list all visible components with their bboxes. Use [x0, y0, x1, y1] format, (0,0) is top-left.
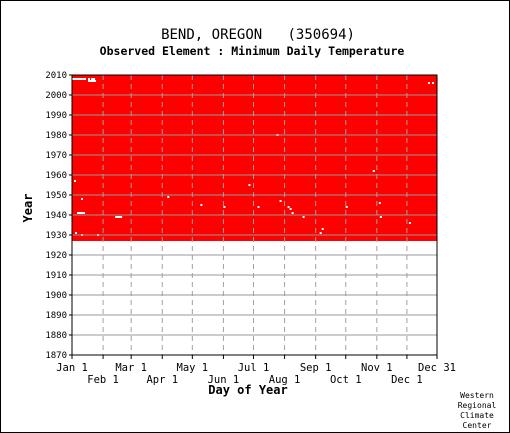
missing-data-mark [82, 78, 85, 80]
credit-block: Western Regional Climate Center [458, 391, 497, 430]
y-tick-label: 1870 [45, 351, 67, 361]
missing-data-mark [117, 216, 120, 218]
missing-data-mark [89, 80, 92, 82]
missing-data-mark [92, 80, 95, 82]
missing-data-mark [90, 80, 93, 82]
missing-data-mark [94, 80, 97, 82]
missing-data-mark [74, 180, 77, 182]
data-coverage-block [72, 75, 437, 241]
missing-data-mark [76, 78, 79, 80]
missing-data-mark [321, 228, 324, 230]
y-tick-label: 1980 [45, 131, 67, 141]
missing-data-mark [427, 82, 430, 84]
credit-line: Western [460, 391, 494, 400]
x-tick-label: Oct 1 [330, 374, 362, 386]
missing-data-mark [88, 78, 91, 80]
missing-data-mark [93, 78, 96, 80]
missing-data-mark [83, 212, 86, 214]
missing-data-mark [80, 212, 83, 214]
missing-data-mark [115, 216, 118, 218]
x-axis-label: Day of Year [208, 383, 287, 397]
missing-data-mark [431, 82, 434, 84]
y-tick-label: 1940 [45, 211, 67, 221]
missing-data-mark [279, 200, 282, 202]
missing-data-mark [372, 170, 375, 172]
plot-area: 1870 1880 1890 1900 1910 1920 1930 1940 1950 1960… [45, 71, 456, 386]
x-tick-label: May 1 [177, 362, 209, 374]
missing-data-mark [378, 202, 381, 204]
missing-data-mark [80, 78, 83, 80]
missing-data-mark [223, 206, 226, 208]
missing-data-mark [77, 212, 80, 214]
credit-line: Climate [460, 411, 494, 420]
y-tick-label: 1880 [45, 331, 67, 341]
missing-data-mark [81, 212, 84, 214]
x-tick-label: Mar 1 [115, 362, 147, 374]
x-tick-label: Feb 1 [87, 374, 119, 386]
missing-data-mark [119, 216, 122, 218]
chart-subtitle: Observed Element : Minimum Daily Tempera… [100, 44, 405, 58]
x-tick-label: Nov 1 [361, 362, 393, 374]
y-tick-label: 1960 [45, 171, 67, 181]
missing-data-mark [257, 206, 260, 208]
missing-data-mark [118, 216, 121, 218]
credit-line: Regional [458, 401, 497, 410]
missing-data-mark [72, 78, 74, 80]
missing-data-mark [302, 216, 305, 218]
missing-data-mark [120, 216, 123, 218]
missing-data-mark [287, 206, 290, 208]
y-tick-label: 1900 [45, 291, 67, 301]
x-tick-label: Jul 1 [238, 362, 270, 374]
missing-data-mark [116, 216, 119, 218]
missing-data-mark [88, 80, 91, 82]
missing-data-mark [91, 80, 94, 82]
missing-data-mark [92, 78, 95, 80]
missing-data-mark [167, 196, 170, 198]
missing-data-mark [91, 78, 94, 80]
x-tick-label: Dec 31 [418, 362, 456, 374]
y-tick-label: 2000 [45, 91, 67, 101]
missing-data-mark [200, 204, 203, 206]
y-tick-label: 1930 [45, 231, 67, 241]
x-tick-label: Sep 1 [300, 362, 332, 374]
y-tick-label: 1890 [45, 311, 67, 321]
y-tick-label: 2010 [45, 71, 67, 81]
missing-data-mark [78, 78, 81, 80]
missing-data-mark [289, 208, 292, 210]
y-axis-label: Year [21, 194, 35, 223]
missing-data-mark [79, 212, 82, 214]
credit-line: Center [463, 421, 492, 430]
missing-data-mark [248, 184, 251, 186]
x-tick-label: Apr 1 [146, 374, 178, 386]
x-tick-label: Aug 1 [269, 374, 301, 386]
y-tick-label: 1950 [45, 191, 67, 201]
missing-data-mark [408, 222, 411, 224]
y-tick-label: 1990 [45, 111, 67, 121]
missing-data-mark [291, 212, 294, 214]
missing-data-mark [345, 206, 348, 208]
x-tick-label: Jun 1 [208, 374, 240, 386]
y-tick-label: 1920 [45, 251, 67, 261]
missing-data-mark [82, 212, 85, 214]
y-tick-label: 1910 [45, 271, 67, 281]
missing-data-mark [81, 198, 84, 200]
y-tick-label: 1970 [45, 151, 67, 161]
missing-data-mark [93, 80, 96, 82]
x-tick-label: Dec 1 [391, 374, 423, 386]
missing-data-mark [75, 232, 78, 234]
missing-data-mark [84, 78, 87, 80]
missing-data-mark [319, 232, 322, 234]
missing-data-mark [379, 216, 382, 218]
chart-title: BEND, OREGON (350694) [161, 27, 355, 43]
missing-data-mark [78, 212, 81, 214]
x-tick-label: Jan 1 [56, 362, 88, 374]
missing-data-mark [74, 78, 77, 80]
